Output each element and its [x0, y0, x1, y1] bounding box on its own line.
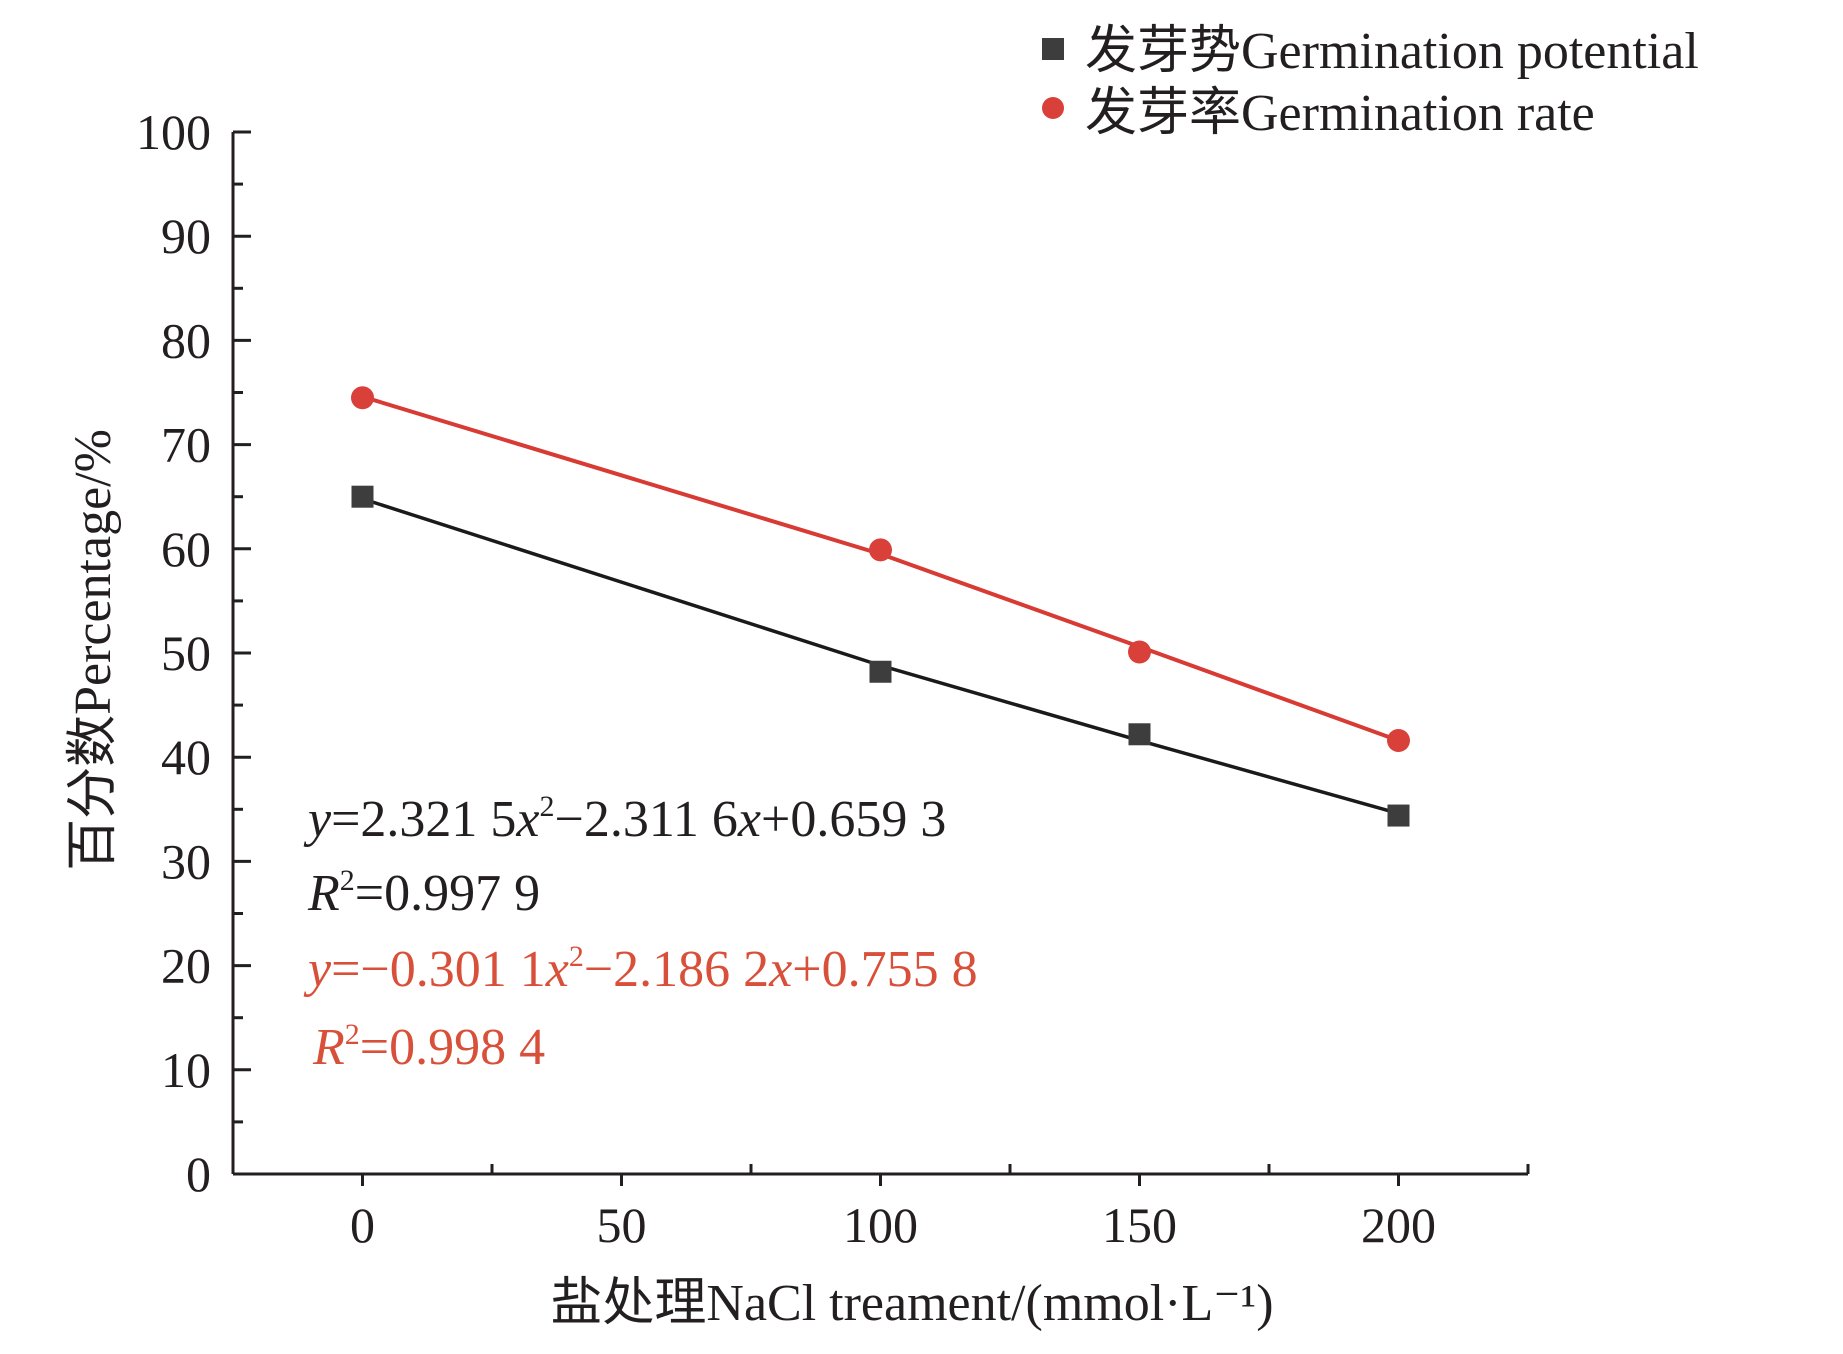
x-tick-label: 50	[597, 1197, 647, 1253]
y-tick-label: 30	[161, 833, 211, 889]
y-tick-label: 70	[161, 417, 211, 473]
equation-germination-rate: y=−0.301 1x2−2.186 2x+0.755 8	[303, 940, 978, 998]
data-point-germination-potential	[351, 485, 374, 508]
legend-label-germination-rate: 发芽率Germination rate	[1085, 85, 1595, 142]
r-squared-germination-rate: R2=0.998 4	[312, 1018, 545, 1076]
markers	[351, 386, 1410, 827]
y-tick-label: 80	[161, 312, 211, 368]
legend: 发芽势Germination potential 发芽率Germination …	[1042, 23, 1699, 142]
y-axis-title: 百分数Percentage/%	[65, 429, 122, 871]
x-axis-title: 盐处理NaCl treament/(mmol·L⁻¹)	[550, 1275, 1273, 1332]
legend-label-germination-potential: 发芽势Germination potential	[1085, 23, 1699, 80]
x-tick-label: 150	[1102, 1197, 1177, 1253]
y-ticks: 0 10 20 30 40 50 60 70 80 90 100	[136, 104, 251, 1202]
y-tick-label: 10	[161, 1042, 211, 1098]
axes	[231, 132, 1528, 1176]
y-tick-label: 90	[161, 208, 211, 264]
y-tick-label: 20	[161, 938, 211, 994]
y-tick-label: 60	[161, 521, 211, 577]
legend-marker-germination-rate	[1042, 97, 1064, 119]
y-tick-label: 50	[161, 625, 211, 681]
data-point-germination-rate	[1387, 729, 1410, 753]
x-tick-label: 100	[843, 1197, 918, 1253]
data-point-germination-rate	[351, 386, 374, 410]
equation-germination-potential: y=2.321 5x2−2.311 6x+0.659 3	[303, 790, 946, 848]
legend-marker-germination-potential	[1042, 38, 1064, 60]
r-squared-germination-potential: R2=0.997 9	[307, 864, 540, 922]
y-tick-label: 0	[186, 1146, 211, 1202]
y-tick-label: 40	[161, 729, 211, 785]
y-tick-label: 100	[136, 104, 211, 160]
fit-line-germination-potential	[361, 497, 1399, 816]
fit-lines	[361, 394, 1400, 816]
x-ticks: 0 50 100 150 200	[350, 1164, 1530, 1253]
fit-line-germination-rate	[361, 394, 1400, 743]
data-point-germination-rate	[1128, 640, 1151, 664]
equation-annotations: y=2.321 5x2−2.311 6x+0.659 3 R2=0.997 9 …	[303, 790, 978, 1076]
x-tick-label: 0	[350, 1197, 375, 1253]
x-tick-label: 200	[1361, 1197, 1436, 1253]
data-point-germination-rate	[869, 538, 892, 562]
data-point-germination-potential	[869, 660, 892, 683]
data-point-germination-potential	[1128, 723, 1151, 746]
data-point-germination-potential	[1387, 804, 1410, 827]
